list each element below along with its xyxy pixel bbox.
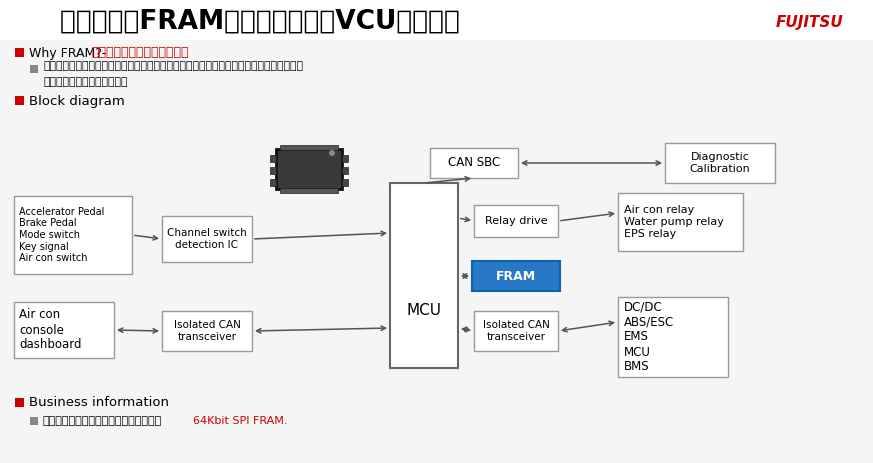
Text: Air con relay
Water pump relay
EPS relay: Air con relay Water pump relay EPS relay [624,206,724,238]
Text: FRAM: FRAM [496,269,536,282]
Bar [162,216,252,262]
Text: Business information: Business information [29,396,169,409]
Bar [270,167,276,174]
Text: 64Kbit SPI FRAM.: 64Kbit SPI FRAM. [193,416,287,426]
Text: Air con
console
dashboard: Air con console dashboard [19,308,81,351]
Bar [276,149,342,189]
Text: Relay drive: Relay drive [485,216,547,226]
Bar [474,311,558,351]
Bar [162,311,252,351]
Text: Accelerator Pedal
Brake Pedal
Mode switch
Key signal
Air con switch: Accelerator Pedal Brake Pedal Mode switc… [19,207,105,263]
Bar [14,302,114,358]
Text: 应用举例：FRAM在整车控制单元VCU中的应用: 应用举例：FRAM在整车控制单元VCU中的应用 [60,9,469,35]
FancyBboxPatch shape [486,0,873,59]
Text: 高烧写耐久性，告诉写入操作: 高烧写耐久性，告诉写入操作 [91,46,189,60]
Bar [15,96,24,105]
Text: MCU: MCU [407,303,442,318]
Bar [280,188,338,193]
Bar [342,155,348,162]
Text: Diagnostic
Calibration: Diagnostic Calibration [690,152,751,174]
Bar [342,179,348,186]
Text: CAN SBC: CAN SBC [448,156,500,169]
Text: Block diagram: Block diagram [29,94,125,107]
Bar [474,205,558,237]
Text: 系统需要以每秒一次的频率去记录汽车行驶的当前状态和发生故障时的变速器挡位，加速状
况，刹车和输出扭矩等信息。: 系统需要以每秒一次的频率去记录汽车行驶的当前状态和发生故障时的变速器挡位，加速状… [43,61,303,87]
Bar [0,0,873,40]
Text: FUJITSU: FUJITSU [776,14,844,30]
Text: Isolated CAN
transceiver: Isolated CAN transceiver [483,320,549,342]
Bar [270,179,276,186]
Bar [430,148,518,178]
Bar [618,297,728,377]
Bar [342,167,348,174]
Bar [665,143,775,183]
Text: Why FRAM?-: Why FRAM?- [29,46,107,60]
Bar [618,193,743,251]
Bar [15,398,24,407]
Bar [14,196,132,274]
Text: 中国的新能源汽车和低速代步车开始使用: 中国的新能源汽车和低速代步车开始使用 [43,416,162,426]
Text: Channel switch
detection IC: Channel switch detection IC [167,228,247,250]
Bar [270,155,276,162]
Bar [30,417,38,425]
Text: Isolated CAN
transceiver: Isolated CAN transceiver [174,320,240,342]
Text: DC/DC
ABS/ESC
EMS
MCU
BMS: DC/DC ABS/ESC EMS MCU BMS [624,300,674,374]
Circle shape [329,150,335,156]
Bar [15,48,24,57]
Bar [390,183,458,368]
Bar [280,145,338,150]
Bar [472,261,560,291]
Bar [30,65,38,73]
